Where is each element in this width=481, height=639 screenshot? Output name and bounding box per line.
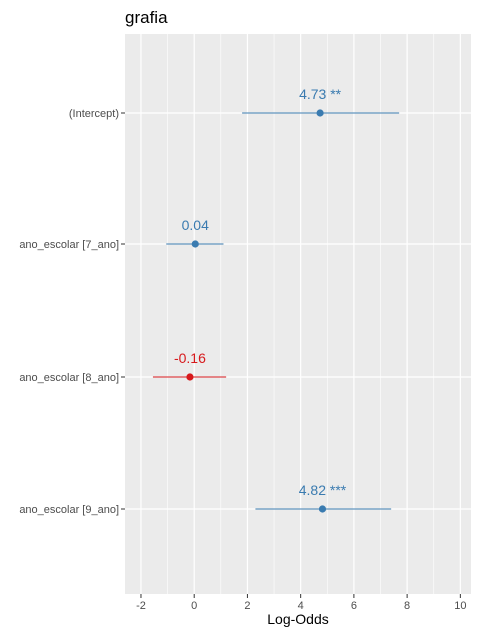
y-tick-label: ano_escolar [7_ano] <box>19 239 119 251</box>
estimate-label: 0.04 <box>182 217 209 233</box>
x-tick-label: 4 <box>298 600 304 612</box>
estimate-label: 4.82 *** <box>299 482 347 498</box>
y-tick-label: ano_escolar [8_ano] <box>19 372 119 384</box>
y-tick-label: (Intercept) <box>69 108 119 120</box>
estimate-label: 4.73 ** <box>299 86 342 102</box>
x-axis-label: Log-Odds <box>267 611 328 627</box>
y-axis: (Intercept) ano_escolar [7_ano] ano_escola… <box>19 108 125 516</box>
estimate-point <box>316 109 324 117</box>
x-tick-label: 0 <box>191 600 197 612</box>
estimate-point <box>186 373 194 381</box>
x-tick-label: 6 <box>351 600 357 612</box>
x-tick-label: 10 <box>454 600 466 612</box>
x-tick-label: -2 <box>136 600 146 612</box>
estimate-label: -0.16 <box>174 350 206 366</box>
chart-title: grafia <box>125 8 168 27</box>
x-tick-label: 2 <box>244 600 250 612</box>
grid-minor <box>167 34 435 594</box>
estimate-point <box>318 505 327 513</box>
x-axis: -2 0 2 4 6 8 10 <box>136 594 466 612</box>
estimate-point <box>191 240 199 248</box>
x-tick-label: 8 <box>404 600 410 612</box>
data-marks: 4.73 ** 0.04 -0.16 4.82 *** <box>152 86 400 513</box>
y-tick-label: ano_escolar [9_ano] <box>19 504 119 516</box>
plot-panel <box>125 34 471 594</box>
